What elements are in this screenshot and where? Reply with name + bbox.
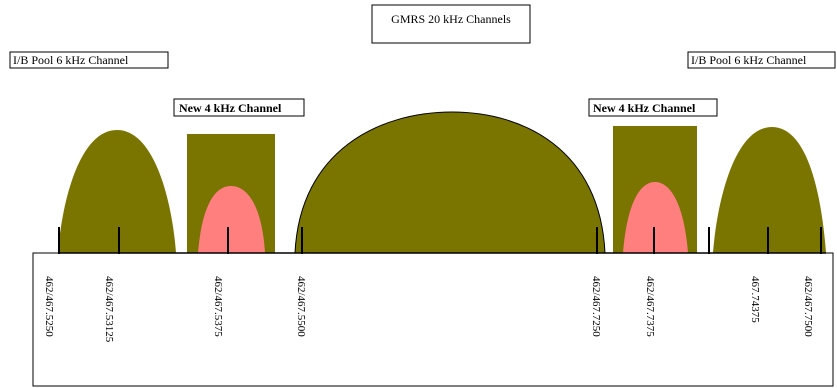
left-pool-lobe — [58, 130, 176, 253]
title-box: GMRS 20 kHz Channels — [371, 4, 531, 44]
freq-label-74375: 467.74375 — [749, 276, 761, 323]
title-text: GMRS 20 kHz Channels — [391, 12, 511, 26]
right-pool-lobe — [713, 127, 826, 253]
right-new-label-box: New 4 kHz Channel — [588, 98, 718, 117]
left-new-label: New 4 kHz Channel — [179, 101, 282, 115]
freq-label-7500: 462/467.7500 — [802, 276, 814, 337]
freq-label-5375: 462/467.5375 — [212, 276, 224, 337]
frequency-panel — [32, 252, 834, 387]
left-new-label-box: New 4 kHz Channel — [173, 98, 305, 117]
freq-label-53125: 462/467.53125 — [103, 276, 115, 343]
left-new-channel-lobe — [198, 186, 265, 253]
freq-label-7375: 462/467.7375 — [644, 276, 656, 337]
tick-marks — [58, 227, 822, 254]
right-new-label: New 4 kHz Channel — [593, 101, 696, 115]
left-pool-label: I/B Pool 6 kHz Channel — [13, 53, 129, 67]
freq-label-5250: 462/467.5250 — [43, 276, 55, 337]
freq-label-5500: 462/467.5500 — [295, 276, 307, 337]
gmrs-channel-arc — [294, 111, 606, 254]
right-new-channel-lobe — [623, 182, 688, 253]
right-pool-label: I/B Pool 6 kHz Channel — [691, 53, 807, 67]
right-pool-label-box: I/B Pool 6 kHz Channel — [687, 51, 836, 69]
left-pool-label-box: I/B Pool 6 kHz Channel — [9, 51, 169, 69]
freq-label-7250: 462/467.7250 — [590, 276, 602, 337]
